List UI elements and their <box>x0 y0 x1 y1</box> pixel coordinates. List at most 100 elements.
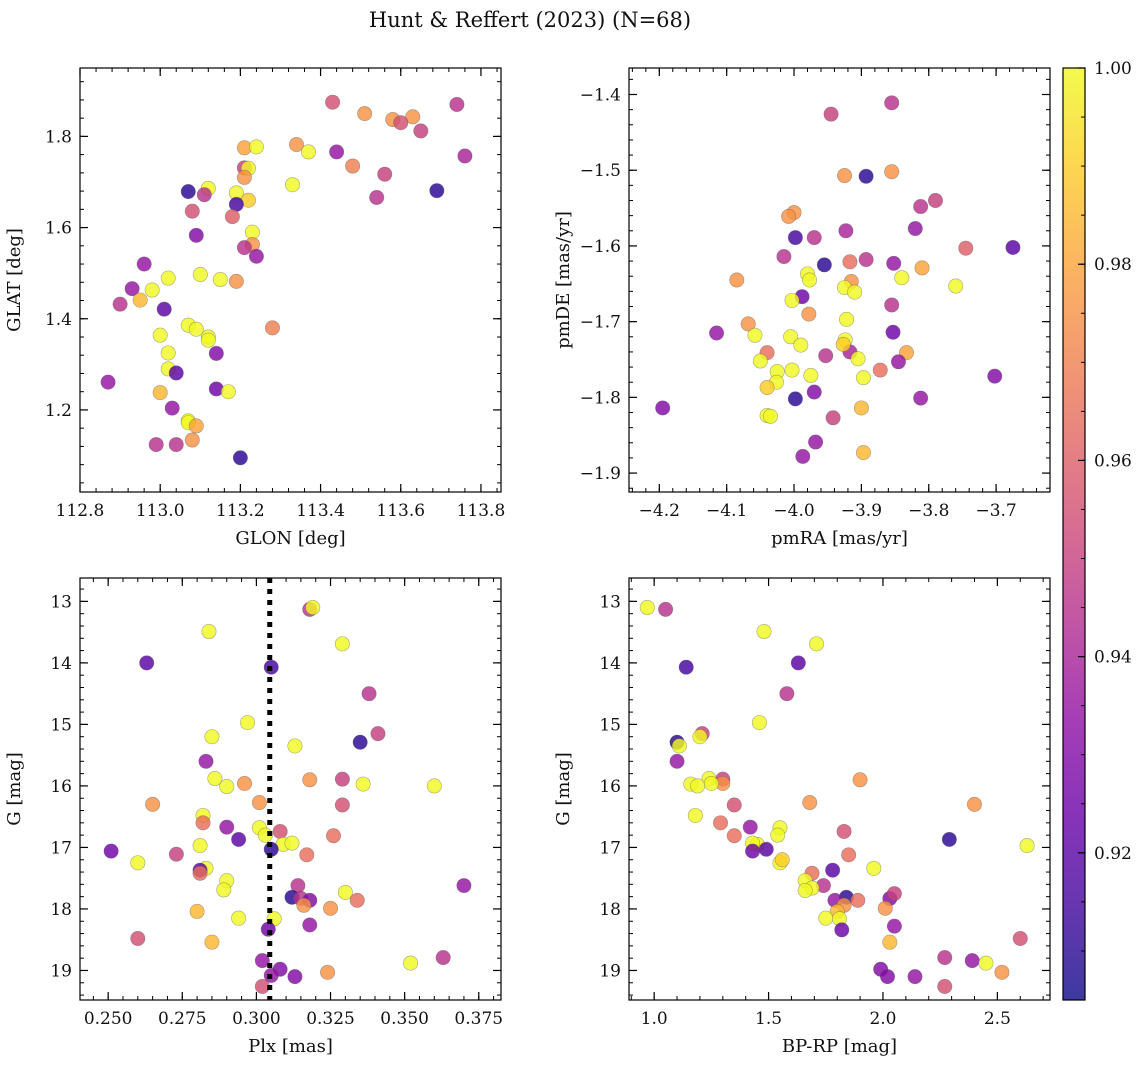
x-tick-label: −4.0 <box>773 501 814 521</box>
scatter-point <box>884 297 900 313</box>
scatter-point <box>729 272 745 288</box>
scatter-point <box>198 753 214 769</box>
scatter-point <box>941 831 957 847</box>
scatter-point <box>907 969 923 985</box>
scatter-point <box>100 374 116 390</box>
scatter-point <box>655 400 671 416</box>
scatter-point <box>301 144 317 160</box>
scatter-point <box>802 795 818 811</box>
scatter-point <box>802 272 818 288</box>
y-tick-label: −1.4 <box>580 86 621 106</box>
x-axis-label: Plx [mas] <box>248 1036 333 1057</box>
scatter-point <box>958 240 974 256</box>
y-tick-label: 17 <box>50 838 72 858</box>
scatter-point <box>726 828 742 844</box>
scatter-point <box>251 795 267 811</box>
scatter-point <box>806 384 822 400</box>
scatter-point <box>352 734 368 750</box>
y-tick-label: 15 <box>599 715 621 735</box>
scatter-point <box>349 892 365 908</box>
scatter-point <box>978 955 994 971</box>
scatter-point <box>825 862 841 878</box>
y-tick-label: 17 <box>599 838 621 858</box>
scatter-point <box>435 950 451 966</box>
scatter-point <box>658 601 674 617</box>
scatter-point <box>834 922 850 938</box>
scatter-point <box>858 168 874 184</box>
scatter-point <box>296 897 312 913</box>
scatter-series <box>639 600 1035 994</box>
scatter-point <box>287 738 303 754</box>
scatter-point <box>790 655 806 671</box>
scatter-point <box>207 771 223 787</box>
scatter-point <box>139 655 155 671</box>
scatter-point <box>219 819 235 835</box>
scatter-point <box>801 306 817 322</box>
scatter-point <box>136 256 152 272</box>
colorbar-tick-label: 0.94 <box>1094 648 1132 668</box>
scatter-point <box>180 184 196 200</box>
scatter-point <box>866 860 882 876</box>
scatter-point <box>345 158 361 174</box>
scatter-point <box>148 437 164 453</box>
scatter-point <box>325 94 341 110</box>
scatter-point <box>886 918 902 934</box>
scatter-point <box>457 148 473 164</box>
scatter-point <box>228 273 244 289</box>
y-tick-label: 1.8 <box>45 127 72 147</box>
x-tick-label: 113.0 <box>136 501 185 521</box>
figure-title: Hunt & Reffert (2023) (N=68) <box>369 8 691 32</box>
x-axis-label: GLON [deg] <box>235 528 345 549</box>
y-tick-label: −1.9 <box>580 464 621 484</box>
scatter-point <box>818 348 834 364</box>
y-axis-label: GLAT [deg] <box>4 228 25 332</box>
scatter-point <box>690 778 706 794</box>
scatter-point <box>237 775 253 791</box>
scatter-point <box>747 327 763 343</box>
scatter-point <box>204 729 220 745</box>
scatter-point <box>837 168 853 184</box>
scatter-point <box>231 910 247 926</box>
scatter-point <box>795 448 811 464</box>
x-tick-label: 113.6 <box>376 501 425 521</box>
scatter-point <box>809 636 825 652</box>
scatter-point <box>224 209 240 225</box>
scatter-point <box>841 847 857 863</box>
scatter-point <box>160 270 176 286</box>
scatter-point <box>847 284 863 300</box>
scatter-point <box>759 380 775 396</box>
colorbar-gradient <box>1063 68 1085 1000</box>
scatter-point <box>937 950 953 966</box>
y-axis-label: pmDE [mas/yr] <box>553 211 574 349</box>
panel-glon-glat: 112.8 113.0 113.2 113.4 113.6 113.8 1.2 1.4 1.6 1… <box>4 67 505 549</box>
scatter-point <box>886 886 902 902</box>
scatter-point <box>325 828 341 844</box>
panel-bprp-g: 1.0 1.5 2.0 2.5 13 14 15 16 17 18 19 BP-RP [mag] G [… <box>553 577 1051 1057</box>
scatter-point <box>937 978 953 994</box>
y-tick-label: −1.6 <box>580 237 621 257</box>
y-tick-label: 13 <box>599 592 621 612</box>
x-tick-label: 0.275 <box>158 1009 207 1029</box>
panel-plx-g: 0.250 0.275 0.300 0.325 0.350 0.375 13 14 15 16 17… <box>4 577 503 1057</box>
scatter-point <box>248 139 264 155</box>
colorbar-tick-label: 0.96 <box>1094 451 1132 471</box>
scatter-point <box>405 109 421 125</box>
scatter-point <box>208 345 224 361</box>
scatter-point <box>212 272 228 288</box>
scatter-point <box>189 903 205 919</box>
scatter-point <box>132 292 148 308</box>
scatter-point <box>112 296 128 312</box>
scatter-point <box>429 183 445 199</box>
scatter-point <box>152 327 168 343</box>
scatter-point <box>835 336 851 352</box>
scatter-point <box>823 106 839 122</box>
scatter-point <box>884 164 900 180</box>
scatter-point <box>377 166 393 182</box>
scatter-point <box>803 367 819 383</box>
scatter-point <box>456 878 472 894</box>
scatter-point <box>201 624 217 640</box>
scatter-point <box>236 169 252 185</box>
scatter-point <box>240 715 256 731</box>
scatter-point <box>152 385 168 401</box>
